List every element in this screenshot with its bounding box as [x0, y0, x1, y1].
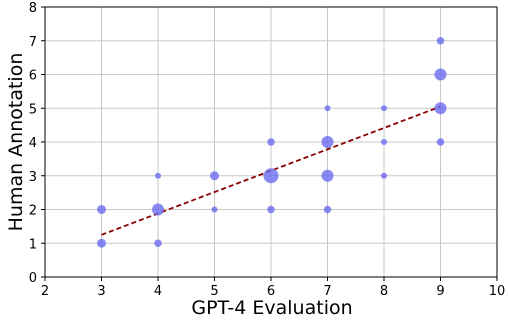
data-point: [381, 105, 387, 112]
y-tick-label: 3: [29, 170, 37, 185]
data-point: [154, 239, 162, 247]
x-tick-label: 4: [154, 284, 162, 299]
x-tick-label: 6: [267, 284, 275, 299]
data-point: [321, 169, 334, 182]
data-point: [434, 68, 447, 81]
y-tick-label: 8: [29, 1, 37, 16]
data-point: [97, 205, 106, 214]
data-point: [324, 105, 331, 112]
x-axis-title: GPT-4 Evaluation: [191, 297, 352, 319]
y-tick-label: 7: [29, 35, 37, 50]
data-point: [381, 172, 387, 179]
data-point: [267, 205, 275, 214]
y-tick-label: 4: [29, 136, 37, 151]
x-tick-label: 7: [323, 284, 331, 299]
data-point: [267, 138, 275, 146]
x-tick-label: 3: [97, 284, 105, 299]
y-tick-label: 0: [29, 271, 37, 286]
data-point: [211, 206, 218, 213]
y-axis-ticks: 0 1 2 3 4 5 6 7 8: [29, 1, 45, 286]
data-point: [263, 168, 279, 184]
x-tick-label: 8: [380, 284, 388, 299]
data-point: [323, 205, 332, 214]
y-tick-label: 5: [29, 102, 37, 117]
x-axis-ticks: 2 3 4 5 6 7 8 9 10: [41, 277, 505, 299]
data-point: [321, 136, 334, 148]
x-tick-label: 2: [41, 284, 49, 299]
x-tick-label: 9: [436, 284, 444, 299]
data-point: [434, 102, 447, 115]
data-point: [155, 172, 161, 179]
data-point: [97, 238, 106, 248]
data-point: [436, 138, 445, 146]
data-point: [210, 171, 219, 181]
data-point: [152, 203, 164, 216]
x-tick-label: 5: [210, 284, 218, 299]
y-axis-title: Human Annotation: [5, 53, 27, 232]
x-tick-label: 10: [489, 284, 506, 299]
data-point: [436, 37, 445, 45]
y-tick-label: 2: [29, 204, 37, 219]
y-tick-label: 1: [29, 237, 37, 252]
data-point: [381, 139, 387, 145]
y-tick-label: 6: [29, 69, 37, 84]
data-points: [97, 37, 447, 248]
